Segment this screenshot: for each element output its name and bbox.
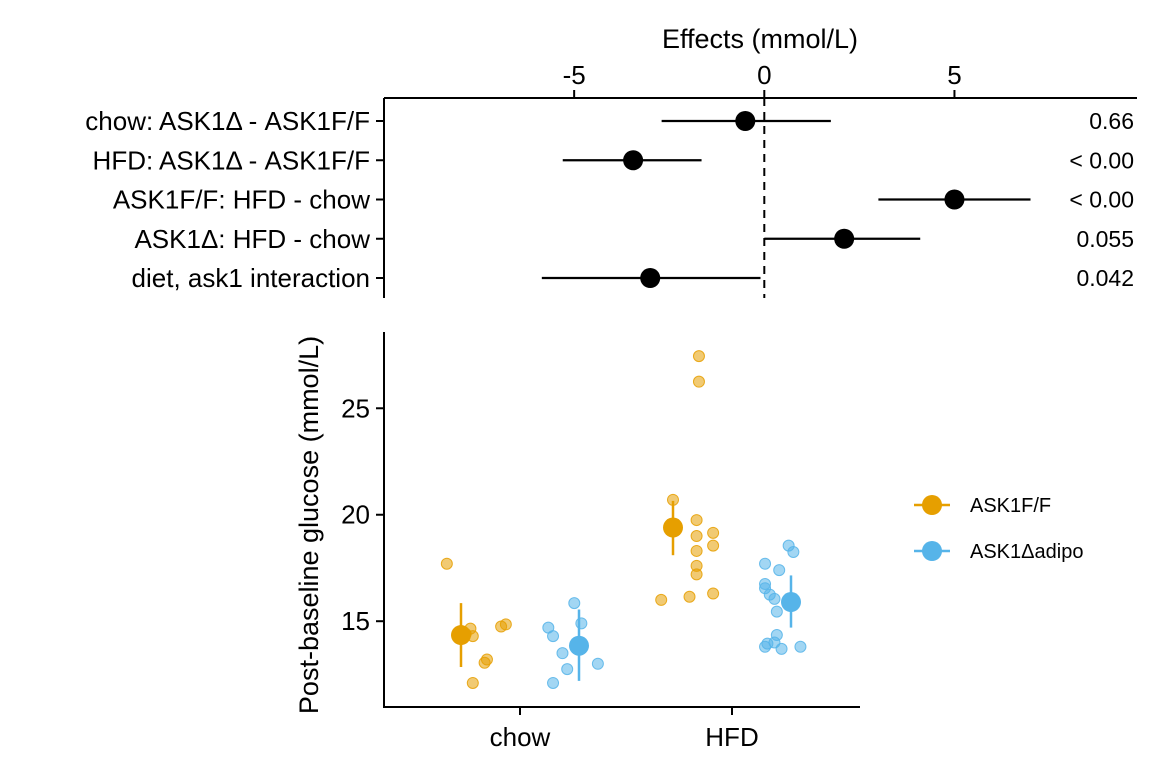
glucose-data-point <box>768 592 781 605</box>
glucose-data-point <box>568 597 581 610</box>
glucose-data-point <box>787 546 800 559</box>
contrast-label: HFD: ASK1Δ - ASK1F/F <box>93 145 370 175</box>
group-means <box>451 500 801 681</box>
effects-axis-ticks: -5 0 5 <box>563 60 962 98</box>
glucose-tick-label: 25 <box>341 393 370 423</box>
glucose-data-point <box>759 640 772 653</box>
effects-axis-title: Effects (mmol/L) <box>662 24 858 54</box>
glucose-data-point <box>547 630 560 643</box>
diet-tick-label: HFD <box>705 722 758 752</box>
legend-label: ASK1Δadipo <box>970 541 1083 563</box>
glucose-data-point <box>466 676 479 689</box>
contrast-rows: chow: ASK1Δ - ASK1F/F 0.66 HFD: ASK1Δ - AS… <box>85 98 1134 298</box>
glucose-data-point <box>690 514 703 527</box>
contrast-label: ASK1Δ: HFD - chow <box>134 224 370 254</box>
contrast-label: ASK1F/F: HFD - chow <box>113 185 370 215</box>
glucose-data-point <box>690 568 703 581</box>
glucose-data-point <box>478 656 491 669</box>
glucose-data-point <box>707 526 720 539</box>
p-value-label: < 0.00 <box>1069 187 1134 213</box>
diet-tick-label: chow <box>490 722 551 752</box>
glucose-data-point <box>655 593 668 606</box>
effects-tick-label: 0 <box>757 60 771 90</box>
glucose-data-point <box>770 605 783 618</box>
glucose-tick-label: 15 <box>341 606 370 636</box>
p-value-label: < 0.00 <box>1069 147 1134 173</box>
effect-estimate-point <box>640 268 661 288</box>
glucose-data-point <box>692 375 705 388</box>
glucose-data-point <box>690 530 703 543</box>
glucose-data-point <box>575 617 588 630</box>
effects-tick-label: 5 <box>947 60 961 90</box>
glucose-data-point <box>683 590 696 603</box>
effect-estimate-point <box>623 150 644 171</box>
glucose-data-point <box>794 640 807 653</box>
glucose-data-point <box>499 618 512 631</box>
glucose-data-point <box>773 564 786 577</box>
effect-estimate-point <box>944 189 965 210</box>
p-value-label: 0.042 <box>1076 265 1134 291</box>
glucose-data-point <box>440 557 453 570</box>
glucose-y-axis-ticks: 15 20 25 <box>341 393 384 636</box>
genotype-legend: ASK1F/F ASK1Δadipo <box>914 495 1083 563</box>
group-mean-point <box>781 592 801 613</box>
contrast-label: diet, ask1 interaction <box>132 263 370 293</box>
legend-key-point <box>922 541 942 561</box>
legend-key-point <box>922 495 942 515</box>
glucose-data-point <box>547 676 560 689</box>
group-mean-point <box>451 625 471 646</box>
glucose-data-point <box>775 642 788 655</box>
contrast-label: chow: ASK1Δ - ASK1F/F <box>85 106 370 136</box>
glucose-y-axis-title: Post-baseline glucose (mmol/L) <box>294 336 324 714</box>
group-mean-point <box>569 635 589 656</box>
effects-tick-label: -5 <box>563 60 586 90</box>
glucose-points <box>440 350 807 689</box>
diet-x-axis-ticks: chow HFD <box>490 707 759 752</box>
glucose-data-point <box>561 663 574 676</box>
glucose-data-point <box>591 657 604 670</box>
glucose-data-point <box>707 587 720 600</box>
glucose-scatter-plot: Post-baseline glucose (mmol/L) 15 20 25 ch… <box>294 332 860 752</box>
glucose-data-point <box>759 557 772 570</box>
effect-estimate-point <box>735 111 756 131</box>
glucose-data-point <box>556 647 569 660</box>
p-value-label: 0.66 <box>1089 108 1134 134</box>
effect-estimate-point <box>834 228 855 249</box>
legend-label: ASK1F/F <box>970 495 1051 517</box>
glucose-tick-label: 20 <box>341 500 370 530</box>
group-mean-point <box>663 517 683 538</box>
p-value-label: 0.055 <box>1076 226 1134 252</box>
glucose-data-point <box>707 539 720 552</box>
glucose-data-point <box>692 350 705 363</box>
effects-forest-plot: Effects (mmol/L) -5 0 5 chow: ASK1Δ - ASK1… <box>85 24 1137 298</box>
glucose-data-point <box>690 544 703 557</box>
